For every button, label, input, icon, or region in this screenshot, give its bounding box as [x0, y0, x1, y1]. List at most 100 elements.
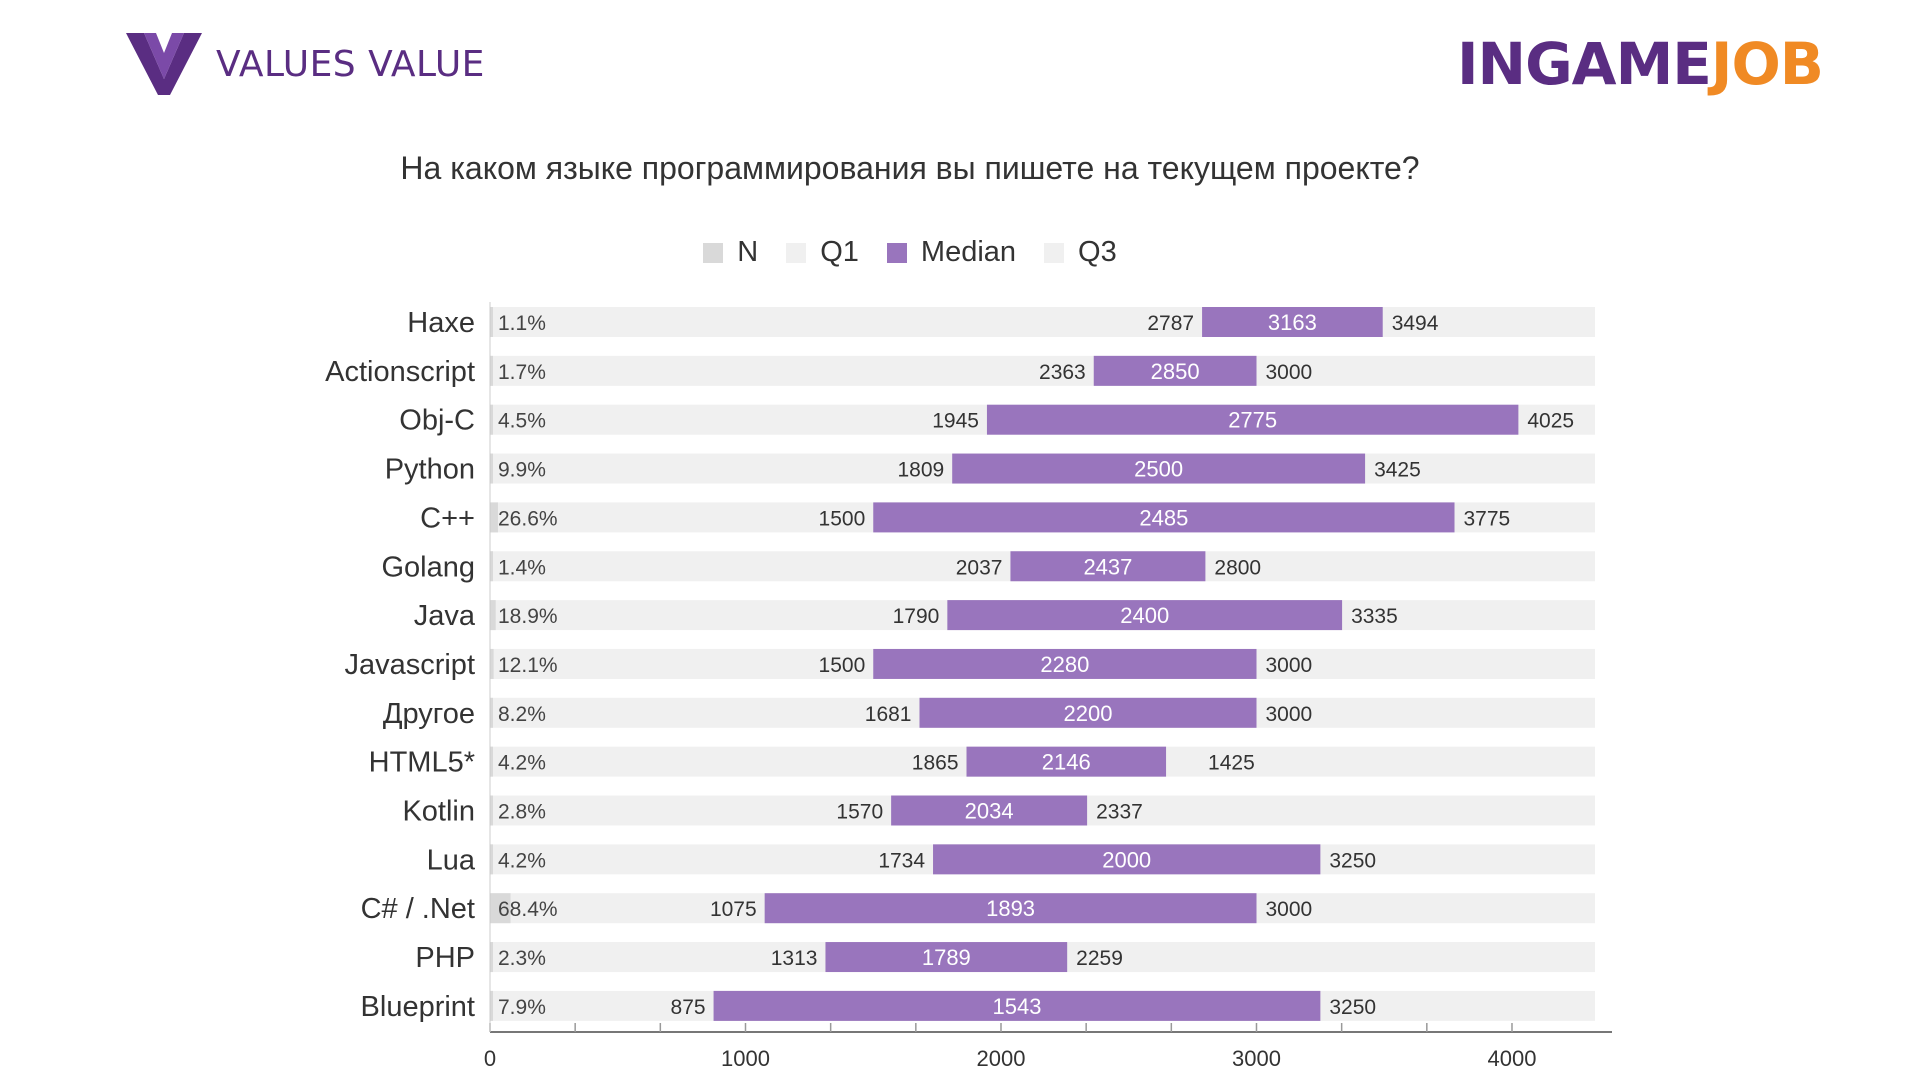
n-label-row-12: 68.4% [498, 898, 558, 921]
legend-swatch-n [703, 242, 724, 263]
n-bar-row-2 [490, 404, 493, 435]
n-label-row-14: 7.9% [498, 996, 546, 1019]
median-bar-row-4 [873, 502, 1455, 533]
median-bar-row-2 [986, 404, 1519, 435]
values-value-logo-text: VALUES VALUE [216, 43, 485, 85]
median-bar-row-9 [966, 746, 1167, 777]
q3-label-row-12: 3000 [1266, 898, 1313, 921]
q3-label-row-14: 3250 [1329, 996, 1376, 1019]
legend-item-median: Median [886, 236, 1017, 269]
n-bar-row-6 [490, 600, 496, 631]
median-label-row-5: 2437 [1083, 554, 1132, 579]
legend-label-q1: Q1 [820, 236, 859, 268]
q1-label-row-2: 1945 [932, 410, 979, 433]
q1-label-row-14: 875 [671, 996, 706, 1019]
category-label-row-14: Blueprint [361, 991, 475, 1023]
q1-label-row-1: 2363 [1039, 361, 1086, 384]
median-bar-row-3 [952, 453, 1366, 484]
n-bar-row-4 [490, 502, 498, 533]
median-bar-row-10 [891, 795, 1088, 826]
values-value-logo-icon [126, 33, 202, 95]
category-label-row-13: PHP [415, 942, 475, 974]
legend-swatch-median [886, 242, 907, 263]
q1-label-row-12: 1075 [710, 898, 757, 921]
category-label-row-0: Haxe [407, 307, 475, 339]
n-bar-row-3 [490, 453, 493, 484]
median-label-row-6: 2400 [1120, 603, 1169, 628]
x-tick-label-3: 3000 [1232, 1046, 1281, 1071]
q3-label-row-7: 3000 [1266, 654, 1313, 677]
n-bar-row-13 [490, 942, 493, 973]
x-tick-label-0: 0 [484, 1046, 496, 1071]
x-tick-label-2: 2000 [977, 1046, 1026, 1071]
n-label-row-6: 18.9% [498, 605, 558, 628]
median-label-row-0: 3163 [1268, 310, 1317, 335]
q3-label-row-8: 3000 [1266, 703, 1313, 726]
q3-label-row-4: 3775 [1464, 507, 1511, 530]
values-value-logo: VALUES VALUE [126, 30, 485, 98]
median-label-row-2: 2775 [1228, 408, 1277, 433]
category-label-row-5: Golang [381, 551, 475, 583]
n-label-row-9: 4.2% [498, 752, 546, 775]
n-label-row-1: 1.7% [498, 361, 546, 384]
median-label-row-1: 2850 [1151, 359, 1200, 384]
category-label-row-7: Javascript [344, 649, 475, 681]
q3-label-row-5: 2800 [1214, 556, 1261, 579]
n-bar-row-8 [490, 697, 493, 728]
n-bar-row-1 [490, 355, 493, 386]
category-label-row-4: C++ [420, 502, 475, 534]
median-label-row-4: 2485 [1139, 505, 1188, 530]
q3-label-row-3: 3425 [1374, 459, 1421, 482]
legend-swatch-q1 [786, 242, 807, 263]
ingamejob-logo-part2: JOB [1710, 30, 1824, 98]
category-label-row-6: Java [414, 600, 476, 632]
median-bar-row-6 [947, 600, 1343, 631]
category-label-row-2: Obj-C [399, 405, 475, 437]
n-label-row-11: 4.2% [498, 849, 546, 872]
q3-label-row-1: 3000 [1266, 361, 1313, 384]
q3-label-row-11: 3250 [1329, 849, 1376, 872]
n-bar-row-12 [490, 893, 511, 924]
legend-label-median: Median [920, 236, 1017, 268]
median-label-row-8: 2200 [1064, 701, 1113, 726]
legend-item-q1: Q1 [786, 236, 859, 269]
q1-label-row-0: 2787 [1147, 312, 1194, 335]
bar-track-row-0 [490, 307, 1595, 337]
legend-label-q3: Q3 [1078, 236, 1117, 268]
q1-label-row-8: 1681 [865, 703, 912, 726]
median-bar-row-11 [933, 844, 1321, 875]
category-label-row-11: Lua [427, 844, 476, 876]
q1-label-row-9: 1865 [912, 752, 959, 775]
q3-label-row-6: 3335 [1351, 605, 1398, 628]
median-bar-row-0 [1202, 307, 1383, 337]
n-label-row-0: 1.1% [498, 312, 546, 335]
n-label-row-7: 12.1% [498, 654, 558, 677]
category-label-row-10: Kotlin [402, 796, 475, 828]
n-label-row-10: 2.8% [498, 801, 546, 824]
n-label-row-8: 8.2% [498, 703, 546, 726]
median-bar-row-12 [764, 893, 1257, 924]
q1-label-row-13: 1313 [771, 947, 818, 970]
ingamejob-logo-part1: INGAME [1456, 30, 1712, 98]
ingamejob-logo: INGAME JOB [1456, 30, 1824, 98]
q1-label-row-7: 1500 [819, 654, 866, 677]
median-label-row-12: 1893 [986, 896, 1035, 921]
median-label-row-13: 1789 [922, 945, 971, 970]
n-label-row-5: 1.4% [498, 556, 546, 579]
x-tick-label-4: 4000 [1488, 1046, 1537, 1071]
n-bar-row-9 [490, 746, 493, 777]
median-bar-row-13 [825, 942, 1068, 973]
n-label-row-2: 4.5% [498, 410, 546, 433]
median-label-row-3: 2500 [1134, 457, 1183, 482]
median-bar-row-5 [1010, 551, 1206, 582]
q1-label-row-10: 1570 [836, 801, 883, 824]
median-bar-row-14 [713, 990, 1321, 1021]
legend-swatch-q3 [1044, 242, 1065, 263]
q3-label-row-2: 4025 [1527, 410, 1574, 433]
legend-item-n: N [703, 236, 758, 269]
category-label-row-3: Python [385, 454, 475, 486]
q3-label-row-13: 2259 [1076, 947, 1123, 970]
q1-label-row-11: 1734 [878, 849, 925, 872]
n-bar-row-14 [490, 990, 493, 1021]
